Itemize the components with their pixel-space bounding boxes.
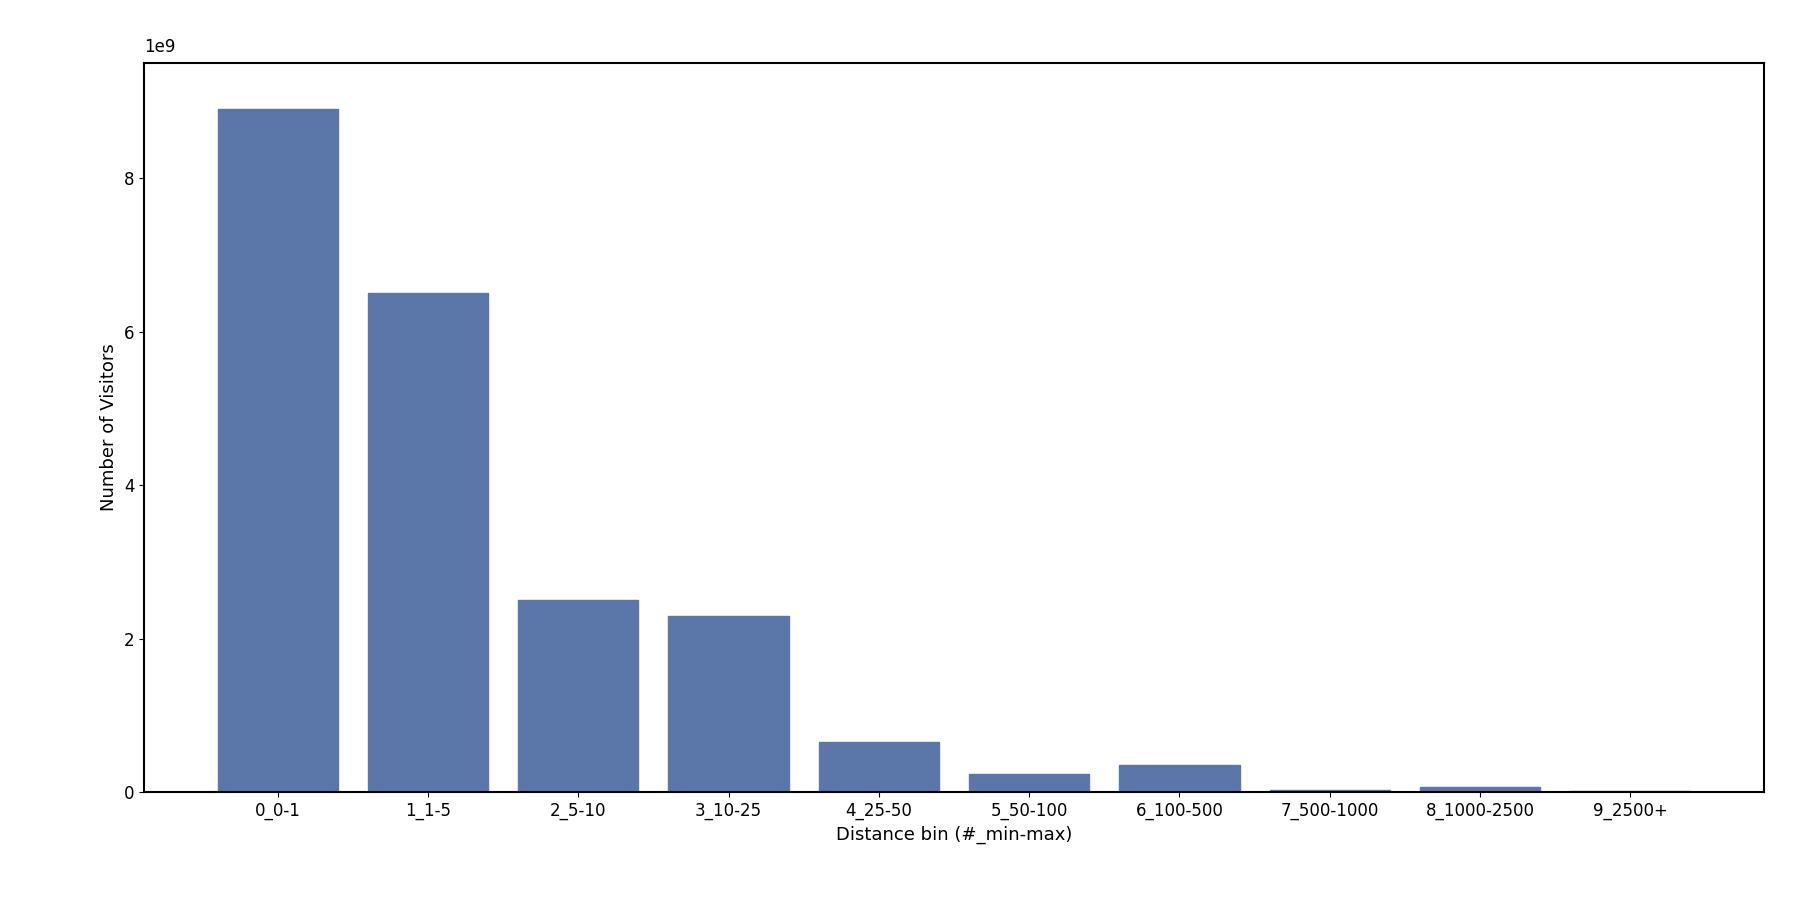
Bar <box>1120 765 1240 792</box>
Bar <box>968 774 1089 792</box>
Y-axis label: Number of Visitors: Number of Visitors <box>101 344 119 511</box>
Bar <box>668 616 788 792</box>
Bar <box>218 109 338 792</box>
Bar <box>1420 787 1541 792</box>
Bar <box>819 742 940 792</box>
Bar <box>367 293 488 792</box>
Bar <box>1269 789 1390 792</box>
X-axis label: Distance bin (#_min-max): Distance bin (#_min-max) <box>835 825 1073 843</box>
Bar <box>518 600 639 792</box>
Text: 1e9: 1e9 <box>144 38 175 56</box>
